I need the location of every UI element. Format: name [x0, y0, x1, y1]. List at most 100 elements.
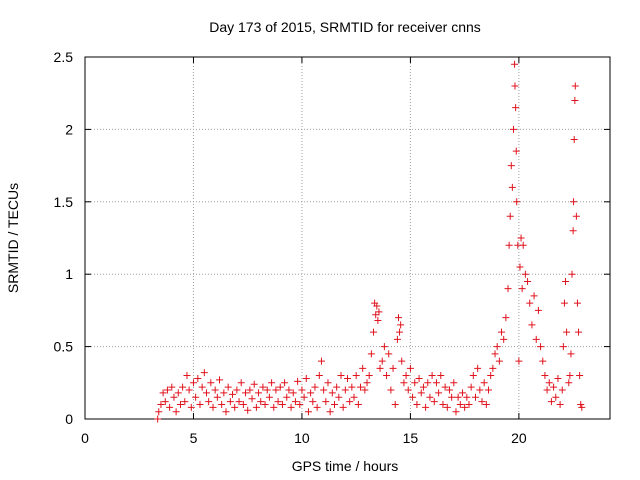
- data-point: [471, 393, 479, 401]
- data-point: [424, 379, 432, 387]
- data-point: [389, 364, 397, 372]
- data-point: [573, 299, 581, 307]
- x-tick-label: 10: [294, 430, 310, 446]
- data-point: [512, 104, 520, 112]
- data-point: [505, 241, 513, 249]
- data-point: [478, 398, 486, 406]
- data-point: [213, 393, 221, 401]
- data-point: [194, 374, 202, 382]
- data-point: [556, 401, 564, 409]
- data-point: [289, 389, 297, 397]
- data-point: [159, 389, 167, 397]
- data-point: [237, 379, 245, 387]
- data-point: [502, 314, 510, 322]
- data-point: [568, 270, 576, 278]
- data-point: [572, 212, 580, 220]
- data-point: [229, 390, 237, 398]
- data-point: [552, 393, 560, 401]
- data-point: [222, 408, 230, 416]
- data-point: [209, 403, 217, 411]
- tick-layer: 0 5 10 15 20 0 0.5 1 1.5 2 2.5: [54, 49, 610, 446]
- data-point: [207, 379, 215, 387]
- data-point: [550, 383, 558, 391]
- data-point: [570, 136, 578, 144]
- data-point: [507, 162, 515, 170]
- data-point: [179, 383, 187, 391]
- data-point: [409, 393, 417, 401]
- data-point: [375, 308, 383, 316]
- data-point: [380, 343, 388, 351]
- data-point: [543, 386, 551, 394]
- data-point: [504, 285, 512, 293]
- data-point: [516, 263, 524, 271]
- data-point: [174, 389, 182, 397]
- data-point: [154, 415, 162, 423]
- data-point: [404, 386, 412, 394]
- data-point: [339, 403, 347, 411]
- data-point: [370, 328, 378, 336]
- data-point: [422, 403, 430, 411]
- data-point: [189, 379, 197, 387]
- data-point: [176, 401, 184, 409]
- data-point: [456, 401, 464, 409]
- data-point: [296, 401, 304, 409]
- data-point: [537, 343, 545, 351]
- data-point: [376, 364, 384, 372]
- data-point: [330, 401, 338, 409]
- data-point: [315, 372, 323, 380]
- data-point: [198, 383, 206, 391]
- data-point: [294, 377, 302, 385]
- data-point: [509, 125, 517, 133]
- data-point: [467, 383, 475, 391]
- data-point: [363, 379, 371, 387]
- data-point: [495, 357, 503, 365]
- data-point: [411, 379, 419, 387]
- data-point: [285, 386, 293, 394]
- data-point: [445, 386, 453, 394]
- data-point: [563, 328, 571, 336]
- data-point: [448, 393, 456, 401]
- data-point: [482, 401, 490, 409]
- data-point: [346, 398, 354, 406]
- data-point: [291, 398, 299, 406]
- data-point: [480, 379, 488, 387]
- data-point: [528, 321, 536, 329]
- chart-title: Day 173 of 2015, SRMTID for receiver cnn…: [209, 19, 481, 35]
- data-point: [577, 401, 585, 409]
- data-point: [430, 398, 438, 406]
- data-point: [526, 299, 534, 307]
- data-point: [498, 328, 506, 336]
- data-point: [270, 403, 278, 411]
- data-point: [283, 393, 291, 401]
- data-point: [328, 389, 336, 397]
- data-point: [385, 350, 393, 358]
- data-point: [246, 386, 254, 394]
- data-point: [559, 343, 567, 351]
- data-point: [474, 364, 482, 372]
- data-point: [454, 393, 462, 401]
- plot-frame: [84, 56, 611, 420]
- data-point: [300, 393, 308, 401]
- data-point: [547, 398, 555, 406]
- data-point: [437, 372, 445, 380]
- data-point: [320, 386, 328, 394]
- data-point: [452, 408, 460, 416]
- data-point: [378, 357, 386, 365]
- data-point: [417, 389, 425, 397]
- data-point: [398, 357, 406, 365]
- data-point: [554, 374, 562, 382]
- data-point: [313, 403, 321, 411]
- data-point: [252, 403, 260, 411]
- data-point: [539, 357, 547, 365]
- data-point: [415, 374, 423, 382]
- data-point: [373, 302, 381, 310]
- data-point: [570, 198, 578, 206]
- y-tick-label: 2: [65, 121, 73, 137]
- data-point: [513, 198, 521, 206]
- data-point: [263, 386, 271, 394]
- data-point: [218, 401, 226, 409]
- data-point: [463, 393, 471, 401]
- data-point: [170, 393, 178, 401]
- data-point: [517, 234, 525, 242]
